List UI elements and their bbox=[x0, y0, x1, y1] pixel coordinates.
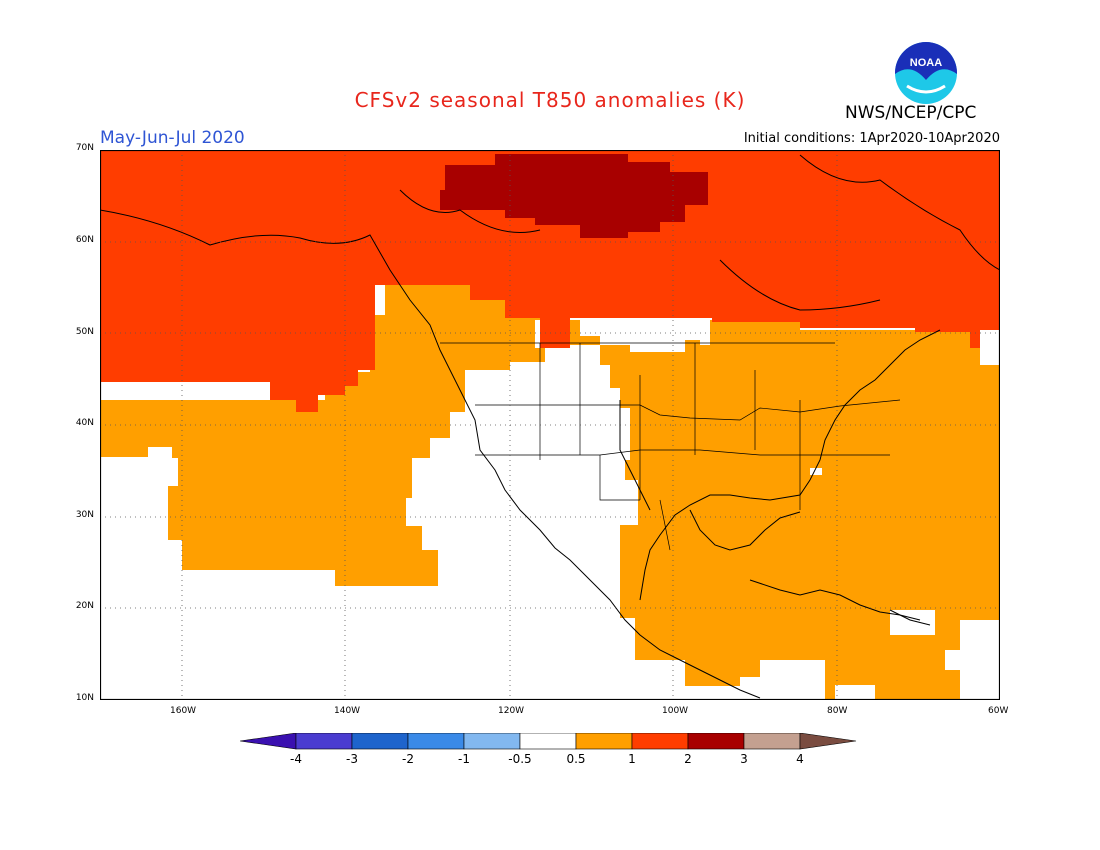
lat-label: 30N bbox=[75, 510, 94, 520]
political-boundaries bbox=[440, 342, 901, 551]
anomaly-region-red bbox=[100, 150, 1000, 412]
lat-label: 70N bbox=[75, 143, 94, 153]
anomaly-region-neutral bbox=[890, 610, 935, 635]
lon-label: 60W bbox=[988, 706, 1009, 716]
legend-swatch bbox=[240, 733, 297, 750]
lat-label: 60N bbox=[75, 235, 94, 245]
organization-label: NWS/NCEP/CPC bbox=[845, 103, 977, 123]
lat-label: 20N bbox=[75, 601, 94, 611]
legend-label: 0.5 bbox=[566, 752, 586, 766]
legend-swatch bbox=[519, 733, 577, 750]
anomaly-map bbox=[100, 150, 1000, 700]
legend-label: 3 bbox=[740, 752, 748, 766]
lon-label: 120W bbox=[498, 706, 525, 716]
legend-label: -3 bbox=[346, 752, 358, 766]
lon-label: 100W bbox=[662, 706, 689, 716]
legend-label: 1 bbox=[628, 752, 636, 766]
legend-swatch bbox=[799, 733, 857, 750]
legend-label: -2 bbox=[402, 752, 414, 766]
legend-label: 4 bbox=[796, 752, 804, 766]
color-legend bbox=[240, 733, 857, 750]
legend-swatch bbox=[407, 733, 465, 750]
anomaly-region-darkred bbox=[440, 154, 708, 238]
legend-swatch bbox=[631, 733, 689, 750]
legend-swatch bbox=[295, 733, 353, 750]
legend-swatch bbox=[463, 733, 521, 750]
initial-conditions-label: Initial conditions: 1Apr2020-10Apr2020 bbox=[743, 131, 1000, 146]
graticule bbox=[100, 150, 1000, 700]
anomaly-region-neutral bbox=[835, 685, 875, 700]
lon-label: 140W bbox=[334, 706, 361, 716]
lon-label: 160W bbox=[170, 706, 197, 716]
lat-label: 10N bbox=[75, 693, 94, 703]
legend-label: -1 bbox=[458, 752, 470, 766]
noaa-logo-text: NOAA bbox=[910, 57, 942, 69]
anomaly-region-neutral bbox=[945, 620, 1000, 700]
legend-swatch bbox=[351, 733, 409, 750]
legend-label: 2 bbox=[684, 752, 692, 766]
lat-label: 40N bbox=[75, 418, 94, 428]
legend-swatch bbox=[575, 733, 633, 750]
noaa-logo: NOAA bbox=[895, 42, 957, 104]
lon-label: 80W bbox=[827, 706, 848, 716]
chart-title: CFSv2 seasonal T850 anomalies (K) bbox=[354, 88, 746, 112]
map-frame bbox=[100, 150, 1000, 700]
coastlines bbox=[100, 154, 1000, 699]
period-label: May-Jun-Jul 2020 bbox=[100, 128, 245, 148]
legend-label: -4 bbox=[290, 752, 302, 766]
legend-label: -0.5 bbox=[508, 752, 532, 766]
legend-swatch bbox=[743, 733, 801, 750]
legend-swatch bbox=[687, 733, 745, 750]
lat-label: 50N bbox=[75, 327, 94, 337]
